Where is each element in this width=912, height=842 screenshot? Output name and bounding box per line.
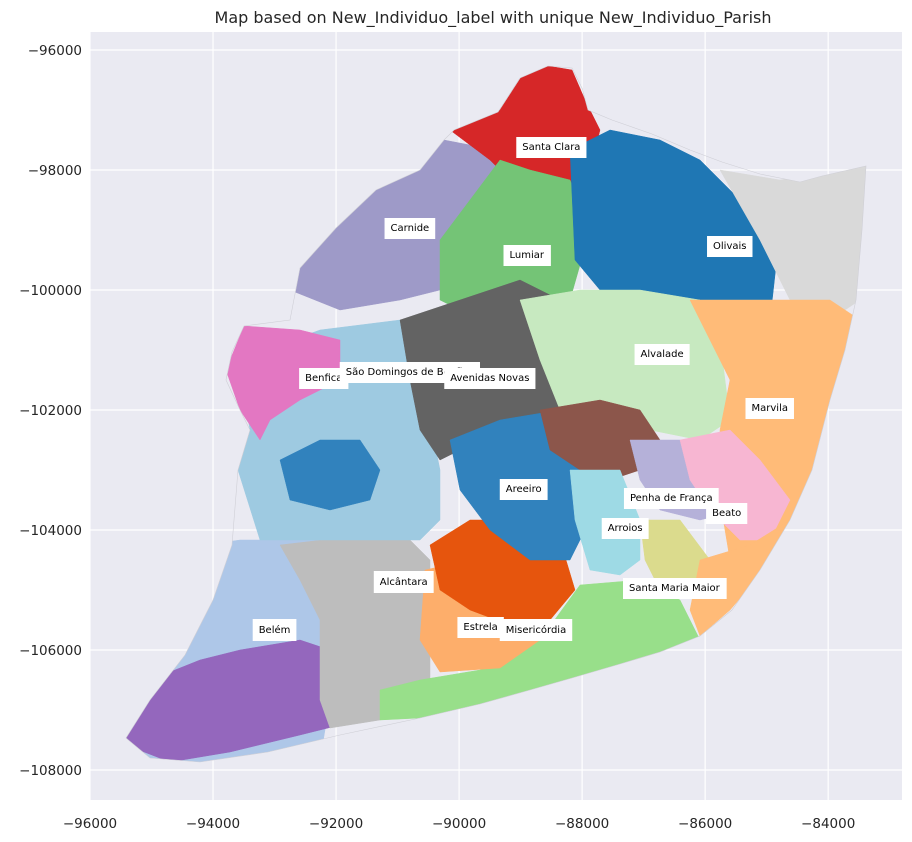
parish-label-text: Misericórdia — [506, 624, 566, 636]
parish-labels: Santa Clara Carnide Lumiar Olivais Alvalade B… — [252, 137, 794, 641]
x-tick-label: −86000 — [678, 816, 732, 832]
parish-label: Penha de França — [623, 488, 719, 509]
parish-label: Alcântara — [373, 571, 434, 593]
parish-label-box — [601, 518, 649, 539]
x-axis-ticks: −96000 −94000 −92000 −90000 −88000 −86000 −840… — [63, 816, 855, 832]
parish-label-text: Avenidas Novas — [450, 373, 529, 384]
parish-label-box — [503, 245, 551, 266]
parish-label: Arroios — [601, 518, 649, 539]
parish-region — [519, 289, 731, 441]
parish-label-box — [299, 368, 349, 389]
parish-label-text: Arroios — [608, 523, 643, 534]
parish-label: Beato — [706, 503, 748, 524]
parish-region — [225, 325, 341, 441]
parish-label-text: Lumiar — [510, 250, 545, 261]
axes-area: Santa Clara Carnide Lumiar Olivais Alvalade B… — [89, 32, 902, 800]
parish-label-box — [707, 236, 753, 257]
chart-title: Map based on New_Individuo_label with un… — [215, 8, 772, 28]
parish-label-box — [745, 398, 794, 419]
parish-label-box — [706, 503, 748, 524]
y-tick-label: −96000 — [28, 43, 82, 59]
parish-label: Santa Clara — [516, 137, 587, 158]
parish-label-text: Estrela — [463, 622, 497, 633]
y-tick-label: −98000 — [28, 163, 82, 179]
y-tick-label: −102000 — [19, 403, 82, 419]
parish-label: Belém — [252, 619, 297, 641]
y-tick-label: −108000 — [19, 763, 82, 779]
parish-label-box — [252, 619, 297, 641]
parish-label-text: Areeiro — [506, 484, 542, 495]
parish-label-box — [444, 368, 536, 389]
parish-label-box — [634, 344, 690, 365]
parish-label-text: Belém — [259, 624, 291, 636]
parish-label-box — [457, 617, 504, 638]
parish-region — [279, 439, 381, 511]
x-tick-label: −96000 — [63, 816, 117, 832]
parish-label: Benfica — [299, 368, 349, 389]
x-tick-label: −88000 — [555, 816, 609, 832]
y-tick-label: −106000 — [19, 643, 82, 659]
city-outline — [125, 65, 867, 763]
x-tick-label: −92000 — [309, 816, 363, 832]
parish-label-text: Olivais — [713, 241, 746, 252]
parish-label-text: Penha de França — [630, 493, 713, 504]
parish-label-box — [373, 571, 434, 593]
parish-label: Misericórdia — [499, 619, 573, 641]
parish-label: Lumiar — [503, 245, 551, 266]
x-tick-label: −90000 — [432, 816, 486, 832]
parish-label: Olivais — [707, 236, 753, 257]
parish-label-text: Benfica — [305, 373, 342, 384]
x-tick-label: −84000 — [801, 816, 855, 832]
parish-label-text: Alvalade — [641, 349, 684, 360]
parish-label-box — [623, 488, 719, 509]
parish-label-box — [384, 218, 436, 239]
y-tick-label: −100000 — [19, 283, 82, 299]
parish-label-text: Santa Clara — [522, 142, 580, 153]
parish-label: Carnide — [384, 218, 436, 239]
parish-label-text: São Domingos de Benfica — [346, 367, 474, 378]
parish-label-box — [516, 137, 587, 158]
y-axis-ticks: −96000 −98000 −100000 −102000 −104000 −106000… — [19, 43, 82, 779]
parish-label-text: Carnide — [391, 223, 430, 234]
parish-label: Avenidas Novas — [444, 368, 536, 389]
parish-label-text: Santa Maria Maior — [629, 583, 721, 594]
parish-label-text: Beato — [712, 508, 741, 519]
parish-label-text: Marvila — [752, 403, 788, 414]
parish-label: Estrela — [457, 617, 504, 638]
parish-label: Areeiro — [499, 479, 548, 500]
parish-label-box — [499, 479, 548, 500]
x-tick-label: −94000 — [186, 816, 240, 832]
parish-label: Alvalade — [634, 344, 690, 365]
parish-label-box — [499, 619, 573, 641]
y-tick-label: −104000 — [19, 523, 82, 539]
parish-label-box — [623, 578, 727, 599]
parish-label: Marvila — [745, 398, 794, 419]
parish-label: Santa Maria Maior — [623, 578, 727, 599]
parish-label-text: Alcântara — [380, 576, 428, 588]
